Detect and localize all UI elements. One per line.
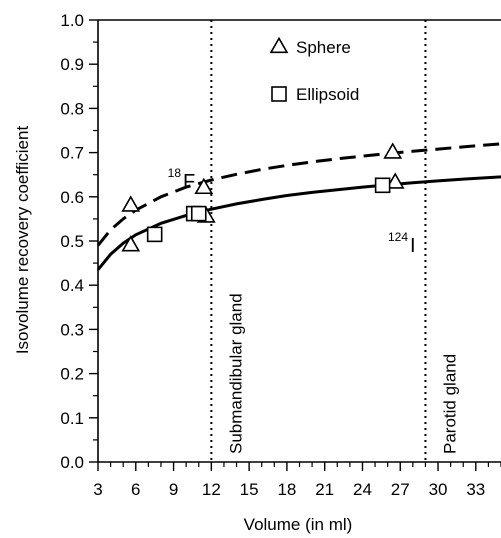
data-points [121, 142, 405, 252]
y-axis: 0.0 0.1 0.2 0.3 0.4 0.5 0.6 0.7 0.8 0.9 1.0 [60, 11, 98, 472]
square-marker [146, 226, 163, 243]
fit-curves: 18 F 124 I [96, 142, 501, 271]
legend: Sphere Ellipsoid [269, 36, 359, 104]
x-tick-label: 3 [93, 480, 102, 499]
x-tick-label: 9 [169, 480, 178, 499]
legend-square-marker [271, 86, 287, 102]
x-axis: 3 6 9 12 15 18 21 24 27 30 33 [93, 462, 501, 499]
y-axis-title: Isovolume recovery coefficient [13, 126, 32, 355]
gland-label: Submandibular gland [226, 293, 245, 454]
legend-triangle-marker [269, 36, 289, 54]
x-tick-label: 33 [466, 480, 485, 499]
y-tick-label: 0.3 [60, 320, 84, 339]
y-tick-label: 0.8 [60, 99, 84, 118]
fit-curve-line [96, 175, 501, 271]
legend-label: Sphere [296, 38, 351, 57]
square-marker [374, 177, 391, 194]
legend-label: Ellipsoid [296, 85, 359, 104]
x-tick-label: 30 [429, 480, 448, 499]
y-tick-label: 0.1 [60, 409, 84, 428]
x-tick-label: 6 [131, 480, 140, 499]
y-tick-label: 0.7 [60, 144, 84, 163]
triangle-marker [385, 172, 405, 189]
y-tick-label: 0.9 [60, 55, 84, 74]
y-tick-label: 0.6 [60, 188, 84, 207]
y-tick-label: 1.0 [60, 11, 84, 30]
gland-label: Parotid gland [440, 354, 459, 454]
x-tick-label: 15 [240, 480, 259, 499]
x-tick-label: 21 [315, 480, 334, 499]
triangle-marker [383, 142, 403, 159]
curve-label: F [183, 171, 195, 193]
square-marker [190, 205, 207, 222]
curve-label-superscript: 18 [168, 166, 182, 180]
x-tick-label: 18 [277, 480, 296, 499]
y-tick-label: 0.4 [60, 276, 84, 295]
x-axis-title: Volume (in ml) [244, 515, 353, 534]
x-tick-label: 12 [202, 480, 221, 499]
gland-reference-lines: Submandibular gland Parotid gland [210, 20, 459, 462]
curve-label-superscript: 124 [388, 230, 408, 244]
x-tick-label: 27 [391, 480, 410, 499]
curve-label: I [410, 235, 416, 257]
y-tick-label: 0.5 [60, 232, 84, 251]
triangle-marker [121, 195, 141, 212]
x-tick-label: 24 [353, 480, 372, 499]
triangle-marker [121, 235, 141, 252]
triangle-marker [194, 177, 214, 195]
y-tick-label: 0.0 [60, 453, 84, 472]
y-tick-label: 0.2 [60, 365, 84, 384]
